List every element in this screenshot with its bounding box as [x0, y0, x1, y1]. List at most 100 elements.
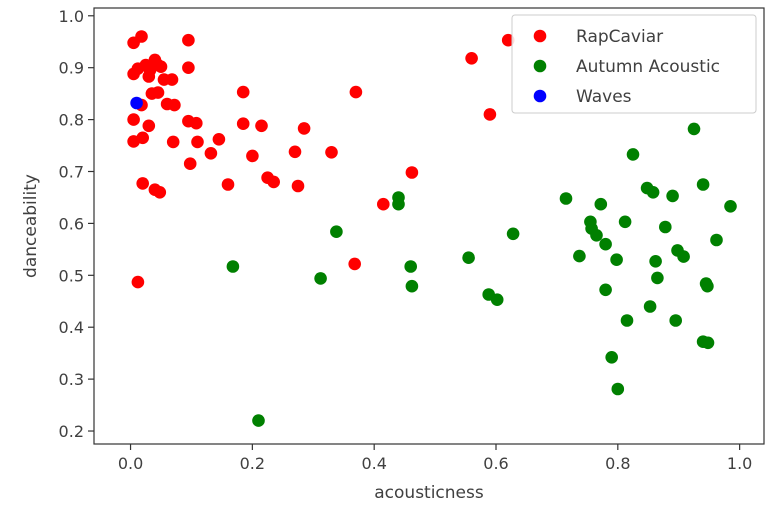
legend-marker-series-2 [533, 89, 547, 103]
x-tick-label: 0.2 [240, 454, 265, 473]
point-series-0-11 [182, 33, 195, 47]
point-series-1-32 [666, 189, 679, 203]
legend-box [511, 14, 757, 114]
point-series-0-19 [127, 113, 140, 126]
point-series-1-31 [659, 220, 672, 234]
y-tick-label: 0.5 [59, 266, 84, 285]
point-series-0-12 [182, 61, 195, 74]
point-series-0-40 [325, 146, 338, 159]
legend-marker-series-0 [533, 29, 547, 43]
point-series-1-33 [669, 314, 682, 327]
point-series-1-36 [687, 122, 701, 136]
point-series-0-27 [212, 133, 226, 146]
point-series-1-1 [252, 414, 265, 427]
point-series-1-10 [490, 293, 504, 307]
point-series-1-22 [611, 382, 625, 396]
point-series-0-51 [501, 33, 515, 47]
point-series-0-28 [183, 157, 197, 170]
point-series-0-24 [136, 131, 149, 145]
point-series-1-41 [701, 336, 715, 350]
point-series-1-19 [599, 283, 612, 297]
x-tick-label: 0.8 [605, 454, 630, 473]
point-series-0-18 [168, 98, 181, 112]
point-series-1-21 [610, 253, 623, 266]
point-series-1-30 [651, 271, 664, 285]
y-tick-label: 1.0 [59, 7, 84, 26]
point-series-1-7 [405, 279, 419, 293]
legend-label-series-0: RapCaviar [576, 27, 663, 47]
point-series-0-30 [236, 85, 250, 99]
y-tick-label: 0.6 [59, 214, 84, 233]
point-series-1-37 [696, 178, 710, 191]
point-series-0-13 [165, 73, 179, 86]
point-series-0-37 [288, 145, 302, 159]
point-series-0-48 [348, 257, 362, 271]
point-series-1-8 [462, 251, 475, 264]
point-series-2-0 [130, 96, 143, 110]
y-axis-label: danceability [21, 174, 41, 278]
point-series-1-5 [392, 197, 405, 211]
x-tick-label: 0.4 [361, 454, 386, 473]
point-series-1-6 [404, 260, 418, 273]
y-tick-label: 0.2 [59, 422, 84, 441]
point-series-0-50 [483, 108, 497, 121]
point-series-1-25 [626, 148, 640, 161]
x-tick-label: 0.6 [483, 454, 508, 473]
point-series-0-22 [190, 116, 203, 130]
point-series-1-42 [710, 233, 723, 247]
point-series-0-41 [349, 85, 363, 99]
legend-label-series-1: Autumn Acoustic [576, 57, 720, 77]
y-tick-label: 0.3 [59, 370, 84, 389]
point-series-0-15 [151, 86, 165, 99]
point-series-1-40 [701, 279, 714, 293]
point-series-1-13 [573, 249, 586, 263]
point-series-0-1 [135, 30, 148, 43]
point-series-1-23 [618, 215, 632, 229]
y-tick-label: 0.9 [59, 59, 84, 78]
y-axis: 0.2 0.3 0.4 0.5 0.6 0.7 0.8 0.9 1.0 [59, 7, 94, 441]
x-axis-label: acousticness [374, 483, 484, 503]
point-series-1-28 [646, 186, 660, 199]
point-series-0-34 [221, 178, 235, 191]
point-series-1-0 [226, 260, 240, 273]
point-series-0-26 [191, 135, 204, 149]
point-series-0-46 [377, 197, 390, 211]
point-series-1-3 [330, 225, 343, 238]
point-series-0-39 [291, 179, 305, 193]
point-series-0-29 [204, 147, 218, 160]
point-series-1-11 [506, 227, 520, 241]
point-series-1-2 [314, 272, 327, 285]
point-series-0-42 [136, 177, 149, 190]
point-series-0-25 [166, 135, 180, 149]
point-series-1-18 [599, 237, 612, 251]
legend: RapCaviar Autumn Acoustic Waves [511, 14, 757, 114]
point-series-1-27 [643, 300, 657, 313]
y-tick-label: 0.4 [59, 318, 84, 337]
point-series-0-9 [142, 70, 156, 83]
y-tick-label: 0.7 [59, 163, 84, 182]
points-layer [127, 30, 737, 427]
point-series-1-20 [605, 351, 618, 364]
point-series-0-49 [465, 52, 478, 65]
point-series-0-38 [297, 122, 311, 135]
point-series-1-12 [559, 192, 573, 205]
legend-label-series-2: Waves [576, 87, 632, 107]
point-series-1-17 [594, 197, 608, 211]
point-series-0-45 [131, 275, 145, 289]
point-series-0-47 [405, 166, 419, 179]
x-tick-label: 1.0 [727, 454, 752, 473]
point-series-0-36 [267, 175, 281, 189]
x-tick-label: 0.0 [118, 454, 143, 473]
point-series-0-32 [255, 119, 268, 133]
plot-frame [93, 7, 765, 445]
y-tick-label: 0.8 [59, 111, 84, 130]
point-series-1-24 [620, 314, 634, 327]
point-series-0-33 [246, 149, 259, 163]
point-series-1-43 [724, 200, 737, 213]
point-series-1-35 [677, 250, 690, 263]
point-series-1-29 [649, 254, 662, 268]
legend-marker-series-1 [533, 59, 547, 73]
point-series-0-20 [142, 119, 156, 133]
point-series-0-31 [236, 117, 250, 130]
